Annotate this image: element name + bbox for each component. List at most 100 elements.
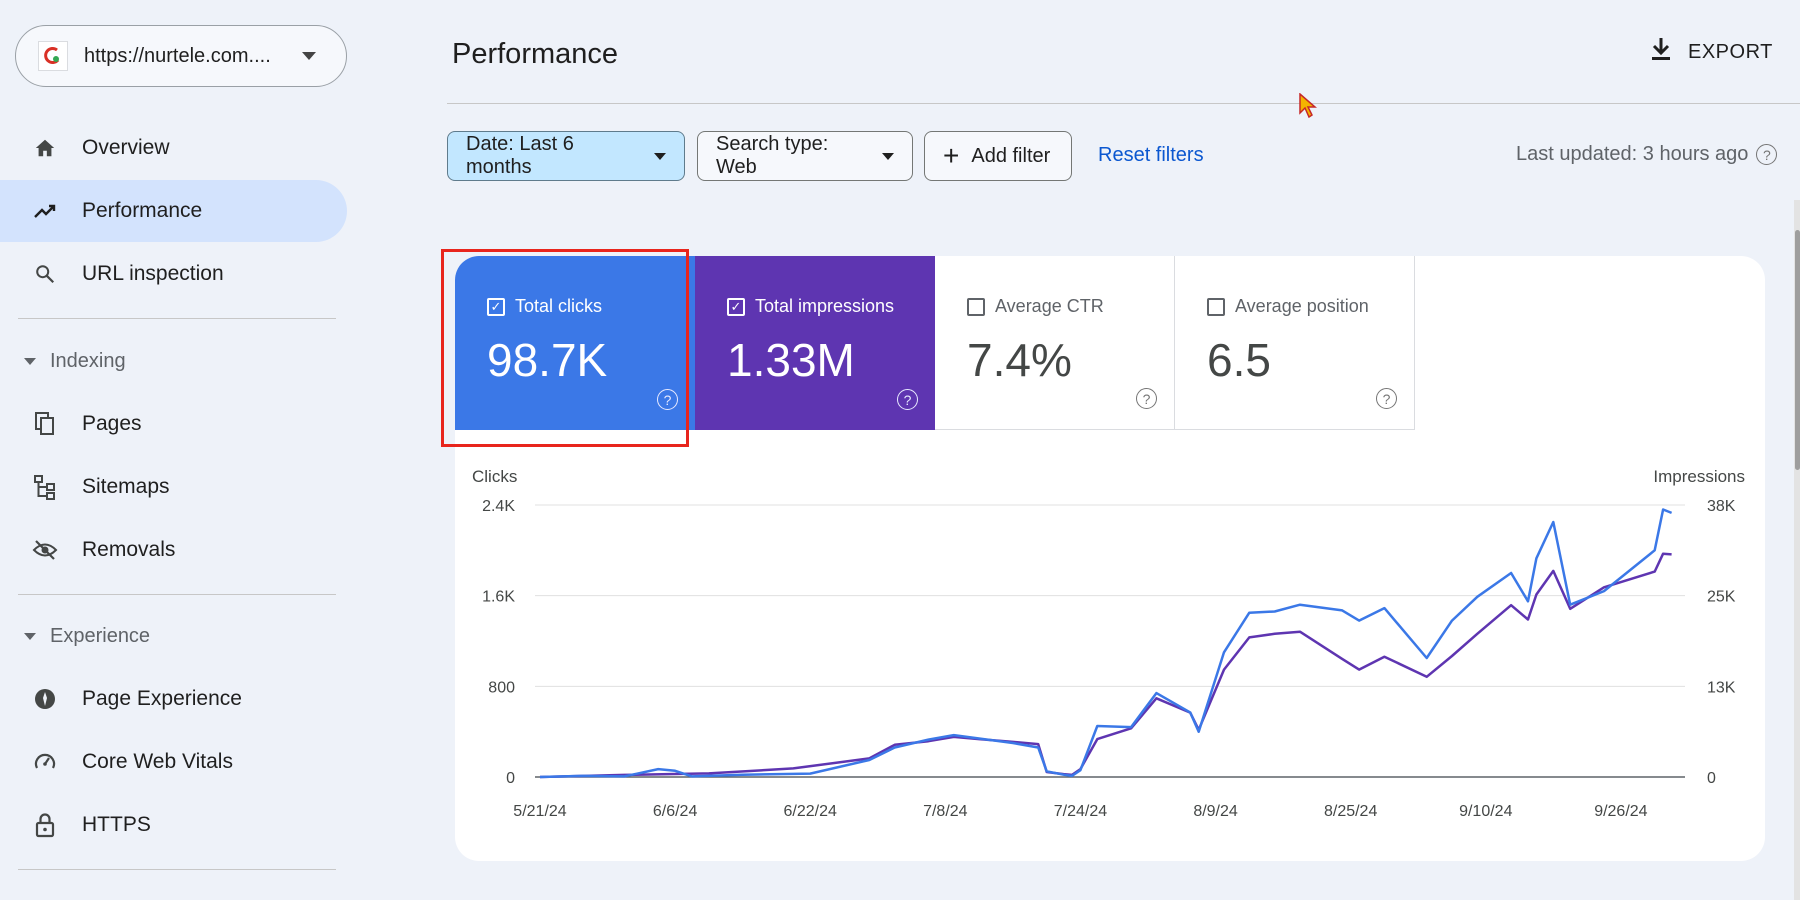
sidebar-item-removals[interactable]: Removals	[0, 519, 347, 581]
sidebar-item-label: Sitemaps	[82, 475, 170, 498]
series-line-clicks	[539, 508, 1673, 779]
sidebar-divider	[18, 594, 336, 595]
sidebar-item-performance[interactable]: Performance	[0, 180, 347, 242]
x-tick-label: 7/8/24	[923, 803, 968, 820]
metric-label: Total clicks	[515, 296, 603, 316]
search-type-filter-chip[interactable]: Search type: Web	[697, 131, 913, 181]
reset-filters-link[interactable]: Reset filters	[1098, 144, 1204, 166]
x-tick-label: 6/22/24	[784, 803, 837, 820]
sidebar-item-core-web-vitals[interactable]: Core Web Vitals	[0, 731, 347, 793]
section-label: Indexing	[50, 349, 126, 372]
x-tick-label: 8/9/24	[1193, 803, 1238, 820]
checkbox-checked-icon[interactable]: ✓	[487, 297, 505, 316]
y-tick-right: 38K	[1707, 498, 1736, 515]
trending-up-icon	[32, 198, 58, 224]
search-icon	[32, 261, 58, 287]
metric-label: Average position	[1235, 296, 1369, 316]
metric-total-clicks[interactable]: ✓ Total clicks 98.7K ?	[455, 256, 695, 430]
sidebar-item-sitemaps[interactable]: Sitemaps	[0, 456, 347, 518]
x-tick-label: 5/21/24	[513, 803, 566, 820]
header-divider	[447, 103, 1800, 104]
x-tick-label: 9/10/24	[1459, 803, 1512, 820]
y-tick-right: 13K	[1707, 679, 1736, 696]
help-icon[interactable]: ?	[897, 389, 918, 410]
mouse-cursor-icon	[1299, 93, 1317, 119]
page-title: Performance	[452, 38, 619, 70]
metric-average-ctr[interactable]: Average CTR 7.4% ?	[935, 256, 1175, 430]
y-axis-right-label: Impressions	[1653, 467, 1745, 486]
caret-down-icon	[24, 632, 36, 640]
download-icon	[1650, 36, 1672, 68]
sidebar-item-label: Core Web Vitals	[82, 750, 233, 773]
last-updated: Last updated: 3 hours ago ?	[1516, 143, 1778, 166]
performance-chart: Clicks Impressions 2.4K 38K 1.6K 25K 800 13K 0 0 5…	[472, 467, 1745, 820]
sidebar-item-label: Pages	[82, 412, 142, 435]
x-tick-label: 8/25/24	[1324, 803, 1377, 820]
date-filter-chip[interactable]: Date: Last 6 months	[447, 131, 685, 181]
sidebar-item-page-experience[interactable]: Page Experience	[0, 668, 347, 730]
y-tick-right: 0	[1707, 770, 1716, 787]
metric-label: Total impressions	[755, 296, 895, 316]
sidebar-divider	[18, 318, 336, 319]
metric-label: Average CTR	[995, 296, 1104, 316]
sidebar-item-label: Page Experience	[82, 687, 242, 710]
sidebar: https://nurtele.com.... Overview Perform…	[0, 0, 360, 900]
scrollbar-track[interactable]	[1794, 200, 1800, 900]
metric-value: 1.33M	[727, 334, 855, 386]
metric-value: 7.4%	[967, 334, 1072, 386]
eye-off-icon	[32, 537, 58, 563]
metric-value: 98.7K	[487, 334, 608, 386]
sidebar-item-label: Performance	[82, 199, 203, 222]
sidebar-item-label: Removals	[82, 538, 176, 561]
chip-label: Add filter	[971, 144, 1051, 167]
help-icon[interactable]: ?	[1136, 388, 1157, 409]
sitemap-icon	[32, 474, 58, 500]
sidebar-item-label: Overview	[82, 136, 170, 159]
help-icon[interactable]: ?	[1376, 388, 1397, 409]
metric-value: 6.5	[1207, 334, 1271, 386]
sidebar-divider	[18, 869, 336, 870]
export-button[interactable]: EXPORT	[1650, 36, 1773, 68]
scrollbar-thumb[interactable]	[1795, 230, 1800, 470]
sidebar-item-https[interactable]: HTTPS	[0, 794, 347, 856]
y-tick-left: 1.6K	[482, 589, 515, 606]
sidebar-item-pages[interactable]: Pages	[0, 393, 347, 455]
add-filter-button[interactable]: + Add filter	[924, 131, 1072, 181]
property-url: https://nurtele.com....	[84, 44, 271, 67]
export-label: EXPORT	[1688, 40, 1773, 63]
caret-down-icon	[882, 152, 894, 160]
caret-down-icon	[654, 152, 666, 160]
checkbox-unchecked-icon[interactable]	[967, 297, 985, 316]
y-tick-right: 25K	[1707, 589, 1736, 606]
x-tick-label: 9/26/24	[1594, 803, 1647, 820]
page-experience-icon	[32, 686, 58, 712]
help-icon[interactable]: ?	[657, 389, 678, 410]
sidebar-section-indexing[interactable]: Indexing	[24, 341, 126, 381]
chip-label: Date: Last 6 months	[466, 133, 574, 178]
sidebar-item-url-inspection[interactable]: URL inspection	[0, 243, 347, 305]
checkbox-unchecked-icon[interactable]	[1207, 297, 1225, 316]
caret-down-icon	[24, 357, 36, 365]
sidebar-item-label: HTTPS	[82, 813, 151, 836]
x-tick-label: 6/6/24	[653, 803, 698, 820]
sidebar-item-overview[interactable]: Overview	[0, 117, 347, 179]
property-selector[interactable]: https://nurtele.com....	[15, 25, 347, 87]
sidebar-section-experience[interactable]: Experience	[24, 616, 150, 656]
checkbox-checked-icon[interactable]: ✓	[727, 297, 745, 316]
y-axis-left-label: Clicks	[472, 467, 517, 486]
plus-icon: +	[943, 140, 960, 171]
metric-average-position[interactable]: Average position 6.5 ?	[1175, 256, 1415, 430]
y-tick-left: 2.4K	[482, 498, 515, 515]
section-label: Experience	[50, 624, 151, 647]
gauge-icon	[32, 749, 58, 775]
highlight-annotation-box	[441, 249, 689, 447]
y-tick-left: 800	[488, 679, 515, 696]
x-tick-label: 7/24/24	[1054, 803, 1107, 820]
pages-icon	[32, 411, 58, 437]
property-logo-icon	[38, 41, 68, 71]
help-icon[interactable]: ?	[1756, 144, 1778, 165]
y-tick-left: 0	[506, 770, 515, 787]
metric-total-impressions[interactable]: ✓ Total impressions 1.33M ?	[695, 256, 935, 430]
series-line-impressions	[539, 552, 1672, 779]
chevron-down-icon[interactable]	[302, 52, 316, 60]
